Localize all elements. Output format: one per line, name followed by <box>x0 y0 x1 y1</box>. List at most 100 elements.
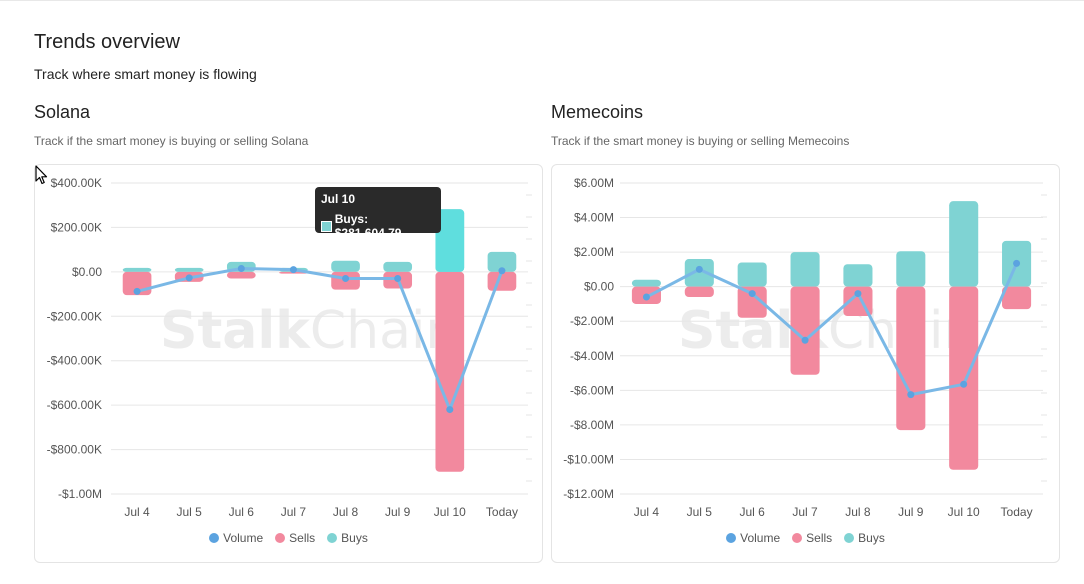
legend-sells-label: Sells <box>289 531 316 545</box>
legend-buys[interactable]: Buys <box>327 531 368 545</box>
solana-section: Solana Track if the smart money is buyin… <box>34 102 544 563</box>
solana-chart[interactable]: StalkChain $400.00K $200.00K $0.00 -$200.00K… <box>35 165 544 564</box>
volume-point <box>695 265 703 273</box>
legend-sells[interactable]: Sells <box>792 531 832 545</box>
buys-bar <box>122 267 152 272</box>
y-tick-label: $0.00 <box>584 280 614 294</box>
y-tick-label: $2.00M <box>574 245 614 259</box>
legend-sells-label: Sells <box>806 531 833 545</box>
tooltip-title: Jul 10 <box>321 192 356 206</box>
x-tick-label: Jul 5 <box>687 505 713 519</box>
solana-title: Solana <box>34 102 91 122</box>
y-tick-label: -$4.00M <box>570 349 614 363</box>
solana-legend: Volume Sells Buys <box>35 531 542 545</box>
watermark-text: StalkChain <box>160 301 458 361</box>
y-tick-label: -$200.00K <box>47 309 102 323</box>
y-tick-label: $200.00K <box>51 220 102 234</box>
legend-buys[interactable]: Buys <box>844 531 885 545</box>
volume-point <box>498 267 506 275</box>
y-tick-label: $4.00M <box>574 211 614 225</box>
y-tick-label: -$10.00M <box>563 452 614 466</box>
volume-point <box>133 287 141 295</box>
legend-sells[interactable]: Sells <box>275 531 315 545</box>
x-tick-label: Jul 8 <box>333 505 359 519</box>
watermark-text: StalkChain <box>678 301 976 361</box>
memecoins-description: Track if the smart money is buying or se… <box>551 134 850 148</box>
memecoins-title: Memecoins <box>551 102 644 122</box>
x-tick-label: Jul 7 <box>281 505 307 519</box>
volume-line <box>136 267 504 412</box>
x-tick-label: Jul 9 <box>385 505 411 519</box>
volume-point <box>342 275 350 283</box>
legend-buys-label: Buys <box>341 531 368 545</box>
memecoins-section: Memecoins Track if the smart money is bu… <box>551 102 1061 563</box>
y-tick-label: $0.00 <box>72 265 102 279</box>
x-tick-label: Jul 9 <box>898 505 924 519</box>
page-subtitle: Track where smart money is flowing <box>34 66 257 82</box>
volume-point <box>960 380 968 388</box>
memecoins-chart[interactable]: StalkChain $6.00M $4.00M $2.00M $0.00 -$2.00M… <box>552 165 1061 564</box>
y-tick-label: -$6.00M <box>570 383 614 397</box>
buys-bar <box>383 261 413 272</box>
volume-point <box>394 275 402 283</box>
y-tick-label: -$2.00M <box>570 314 614 328</box>
x-tick-label: Jul 10 <box>948 505 980 519</box>
legend-volume[interactable]: Volume <box>726 531 780 545</box>
volume-point <box>237 265 245 273</box>
y-tick-label: $6.00M <box>574 176 614 190</box>
y-tick-label: -$12.00M <box>563 487 614 501</box>
buys-bar <box>843 264 873 287</box>
sells-bar <box>790 286 820 375</box>
volume-point <box>748 290 756 298</box>
page-title: Trends overview <box>34 31 180 53</box>
x-tick-label: Jul 4 <box>634 505 660 519</box>
volume-point <box>446 406 454 414</box>
x-tick-label: Jul 10 <box>434 505 466 519</box>
volume-point <box>289 266 297 274</box>
volume-point <box>854 290 862 298</box>
x-tick-label: Jul 7 <box>792 505 818 519</box>
sells-bar <box>896 286 926 431</box>
sells-bar <box>1002 286 1032 310</box>
x-tick-label: Today <box>1001 505 1033 519</box>
x-tick-label: Jul 5 <box>177 505 203 519</box>
buys-swatch <box>327 533 338 543</box>
sells-swatch <box>792 533 803 543</box>
y-tick-label: -$600.00K <box>47 398 102 412</box>
legend-buys-label: Buys <box>858 531 885 545</box>
tooltip-row: Buys: $281,604.79 <box>321 212 435 240</box>
legend-volume-label: Volume <box>223 531 264 545</box>
y-tick-label: $400.00K <box>51 176 102 190</box>
buys-bar <box>790 252 820 287</box>
buys-bar <box>949 201 979 287</box>
buys-bar <box>174 267 204 272</box>
volume-point <box>1013 259 1021 267</box>
chart-tooltip: Jul 10 Buys: $281,604.79 <box>315 187 441 240</box>
x-tick-label: Today <box>486 505 518 519</box>
solana-description: Track if the smart money is buying or se… <box>34 134 309 148</box>
x-tick-label: Jul 8 <box>845 505 871 519</box>
mouse-cursor-icon <box>35 165 48 185</box>
volume-point <box>801 336 809 344</box>
sells-bar <box>684 286 714 298</box>
buys-bar <box>331 260 360 272</box>
buys-bar <box>896 251 926 287</box>
volume-swatch <box>726 533 737 543</box>
volume-line <box>645 262 1018 397</box>
memecoins-chart-card: StalkChain $6.00M $4.00M $2.00M $0.00 -$2.00M… <box>551 164 1060 563</box>
y-tick-label: -$800.00K <box>47 443 102 457</box>
sells-bar <box>949 286 979 470</box>
tooltip-text: Buys: $281,604.79 <box>334 212 402 240</box>
buys-bar-hovered <box>435 209 465 272</box>
volume-point <box>185 274 193 282</box>
buys-bar <box>487 251 517 272</box>
sells-bar <box>435 271 465 472</box>
legend-volume-label: Volume <box>740 531 781 545</box>
legend-volume[interactable]: Volume <box>209 531 263 545</box>
volume-point <box>907 391 915 399</box>
y-tick-label: -$400.00K <box>47 354 102 368</box>
y-tick-label: -$1.00M <box>58 487 102 501</box>
y-tick-label: -$8.00M <box>570 418 614 432</box>
volume-point <box>642 293 650 301</box>
top-divider <box>0 0 1084 1</box>
